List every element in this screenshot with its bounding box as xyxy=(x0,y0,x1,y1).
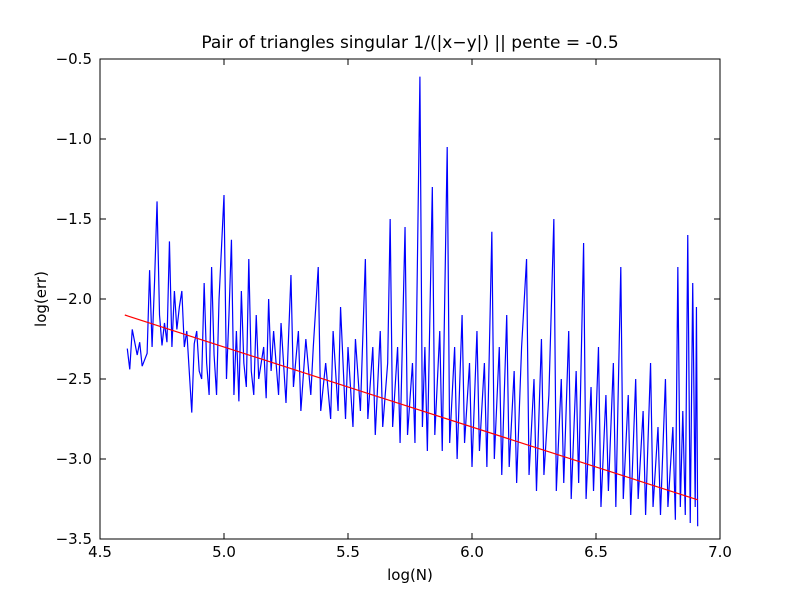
x-tick-label: 6.5 xyxy=(584,543,608,561)
x-tick-label: 6.0 xyxy=(460,543,484,561)
y-tick-label: −0.5 xyxy=(56,50,92,68)
y-tick-label: −2.5 xyxy=(56,370,92,388)
data-line xyxy=(124,314,698,501)
plot-frame xyxy=(99,58,721,540)
y-tick-label: −1.0 xyxy=(56,130,92,148)
x-tick-label: 5.0 xyxy=(212,543,236,561)
data-line xyxy=(126,76,699,527)
x-tick-label: 5.5 xyxy=(336,543,360,561)
x-tick-label: 4.5 xyxy=(88,543,112,561)
y-tick-label: −2.0 xyxy=(56,290,92,308)
y-tick-label: −1.5 xyxy=(56,210,92,228)
x-tick-label: 7.0 xyxy=(708,543,732,561)
y-tick-label: −3.5 xyxy=(56,530,92,548)
y-axis-label: log(err) xyxy=(32,271,50,327)
x-axis-label: log(N) xyxy=(387,566,433,584)
y-tick-label: −3.0 xyxy=(56,450,92,468)
chart-title: Pair of triangles singular 1/(|x−y|) || … xyxy=(201,33,618,53)
